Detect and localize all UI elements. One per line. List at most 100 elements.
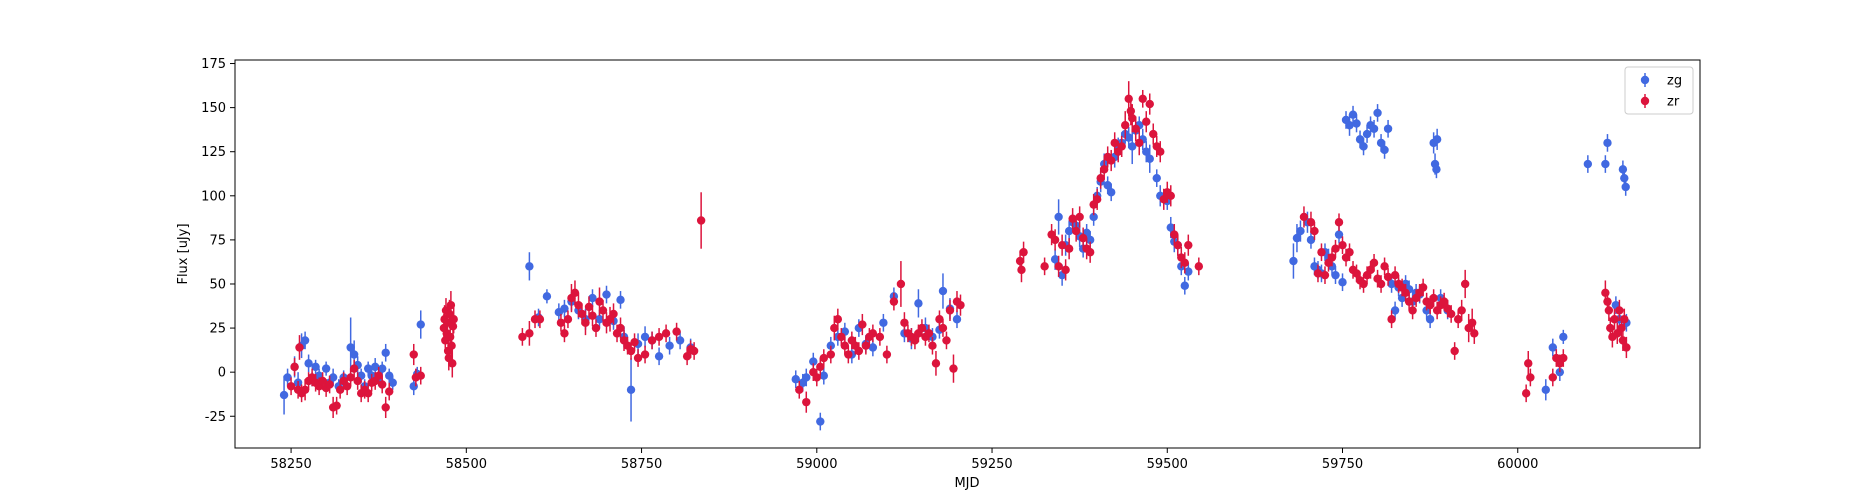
point-zg — [1124, 133, 1133, 142]
point-zr — [409, 350, 418, 359]
point-zr — [1320, 270, 1330, 280]
x-tick-label: 59500 — [1147, 457, 1188, 472]
point-zg — [1621, 182, 1630, 192]
point-zr — [1068, 214, 1077, 223]
point-zr — [563, 315, 573, 324]
point-zr — [588, 311, 597, 320]
y-ticks: -25 0 25 50 75 100 125 150 175 — [201, 57, 235, 425]
point-zg — [588, 293, 597, 303]
point-zr — [318, 376, 327, 386]
legend-label-zr: zr — [1667, 95, 1680, 110]
point-zr — [1606, 323, 1615, 333]
point-zg — [381, 348, 390, 357]
point-zr — [449, 315, 458, 324]
point-zr — [1121, 121, 1130, 130]
x-tick-label: 60000 — [1497, 457, 1538, 472]
point-zr — [1620, 315, 1629, 324]
point-zr — [1184, 240, 1193, 250]
point-zr — [1310, 226, 1319, 236]
point-zr — [844, 350, 853, 359]
point-zg — [868, 343, 878, 352]
point-zg — [328, 373, 338, 382]
point-zr — [854, 346, 864, 356]
point-zr — [1429, 293, 1438, 303]
point-zr — [416, 371, 425, 380]
legend-marker-zr — [1640, 96, 1650, 106]
point-zg — [791, 375, 800, 384]
point-zr — [654, 332, 664, 342]
point-zr — [1126, 106, 1136, 116]
point-zr — [626, 346, 636, 356]
point-zr — [910, 336, 920, 345]
point-zr — [1075, 212, 1084, 222]
point-zr — [570, 288, 580, 297]
legend-marker-zg — [1640, 75, 1650, 85]
point-zr — [374, 371, 383, 380]
point-zr — [661, 329, 671, 338]
point-zr — [1117, 142, 1126, 151]
point-zr — [928, 341, 937, 350]
point-zg — [1620, 173, 1629, 183]
point-zg — [279, 390, 289, 400]
point-zr — [1159, 195, 1168, 204]
point-zg — [879, 318, 888, 327]
point-zr — [630, 337, 639, 347]
point-zr — [1387, 315, 1396, 324]
point-zg — [1338, 278, 1347, 287]
point-zg — [1166, 223, 1175, 232]
point-zr — [1057, 240, 1067, 250]
point-zg — [1106, 188, 1116, 197]
point-zr — [945, 306, 955, 315]
plot-frame — [234, 59, 1701, 449]
point-zr — [795, 385, 804, 394]
point-zr — [1128, 114, 1137, 123]
point-zg — [1380, 145, 1389, 155]
point-zg — [938, 286, 948, 296]
point-zr — [833, 315, 843, 324]
x-tick-label: 58250 — [270, 457, 311, 472]
point-zr — [353, 376, 362, 386]
point-zr — [924, 329, 934, 338]
point-zr — [802, 397, 811, 407]
point-zg — [616, 295, 625, 305]
point-zg — [1355, 135, 1365, 144]
point-zr — [1019, 248, 1028, 257]
point-zr — [696, 216, 706, 225]
point-zr — [640, 350, 650, 359]
point-zr — [1096, 173, 1105, 183]
point-zr — [1078, 233, 1088, 243]
point-zr — [1334, 218, 1344, 227]
y-tick-label: 125 — [201, 145, 226, 160]
point-zr — [577, 309, 587, 319]
point-zg — [370, 362, 380, 372]
x-axis-label: MJD — [954, 476, 979, 491]
point-zg — [1425, 315, 1435, 324]
point-zr — [1327, 253, 1337, 262]
point-zr — [1460, 279, 1470, 289]
legend: zg zr — [1624, 66, 1694, 115]
point-zr — [1085, 248, 1095, 257]
plot-area — [235, 60, 1700, 448]
point-zr — [1526, 373, 1535, 382]
point-zr — [448, 359, 457, 368]
point-zr — [1071, 226, 1081, 236]
point-zg — [1376, 138, 1386, 148]
x-tick-label: 59750 — [1322, 457, 1363, 472]
point-zg — [1348, 110, 1358, 119]
legend-label-zg: zg — [1667, 74, 1682, 89]
point-zr — [1418, 283, 1428, 292]
point-zr — [1092, 195, 1102, 204]
point-zr — [840, 341, 850, 350]
point-zr — [889, 297, 899, 306]
y-tick-label: 100 — [201, 189, 226, 204]
point-zg — [1054, 212, 1063, 222]
point-zr — [647, 336, 657, 345]
point-zr — [1401, 288, 1410, 297]
point-zr — [931, 359, 941, 368]
point-zr — [363, 389, 373, 398]
point-zr — [1352, 269, 1361, 278]
point-zr — [346, 373, 355, 382]
point-zg — [1334, 230, 1344, 239]
point-zg — [1583, 159, 1593, 169]
